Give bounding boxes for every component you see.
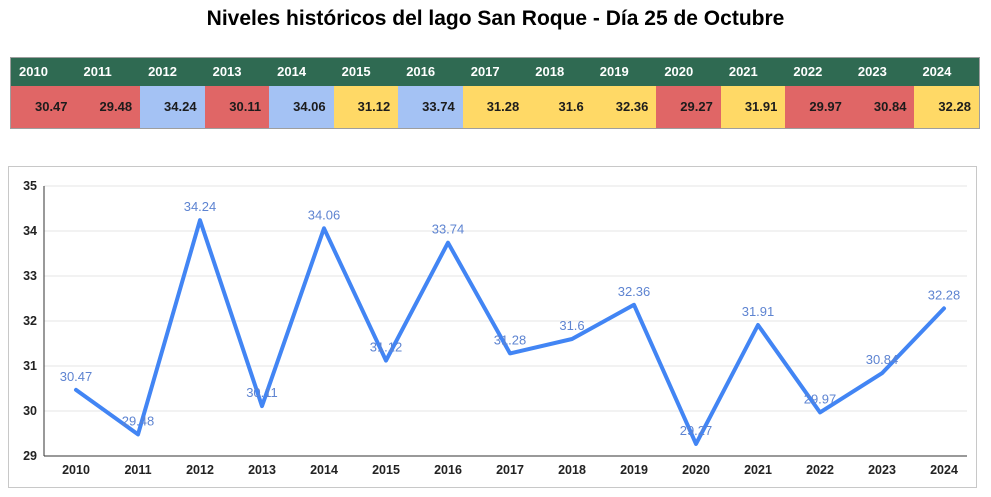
year-header-cell: 2017 — [462, 58, 528, 86]
year-header-cell: 2023 — [849, 58, 915, 86]
y-tick-label: 34 — [23, 224, 37, 238]
y-tick-label: 32 — [23, 314, 37, 328]
y-tick-label: 30 — [23, 404, 37, 418]
x-tick-label: 2023 — [868, 463, 896, 477]
x-tick-label: 2020 — [682, 463, 710, 477]
x-tick-label: 2014 — [310, 463, 338, 477]
x-tick-label: 2019 — [620, 463, 648, 477]
year-header-cell: 2014 — [269, 58, 334, 86]
point-value-label: 31.6 — [559, 318, 584, 333]
y-tick-label: 31 — [23, 359, 37, 373]
level-value-cell: 30.47 — [11, 86, 76, 128]
level-value-cell: 29.48 — [75, 86, 141, 128]
line-chart: 29 30 31 32 33 34 35 2010 2011 2012 2013 2014 2015 20… — [23, 179, 967, 477]
point-value-label: 31.28 — [494, 332, 527, 347]
level-value-cell: 33.74 — [398, 86, 463, 128]
x-tick-label: 2022 — [806, 463, 834, 477]
year-header-cell: 2010 — [11, 58, 76, 86]
year-header-cell: 2024 — [914, 58, 979, 86]
y-tick-label: 35 — [23, 179, 37, 193]
year-header-cell: 2019 — [591, 58, 657, 86]
y-tick-label: 33 — [23, 269, 37, 283]
x-tick-label: 2013 — [248, 463, 276, 477]
levels-table: 2010 2011 2012 2013 2014 2015 2016 2017 2018 2019… — [10, 57, 980, 129]
level-value-cell: 34.24 — [140, 86, 205, 128]
table-header-row: 2010 2011 2012 2013 2014 2015 2016 2017 2018 2019… — [11, 58, 979, 86]
point-value-label: 34.06 — [308, 207, 341, 222]
level-value-cell: 29.27 — [656, 86, 721, 128]
point-value-label: 30.84 — [866, 352, 899, 367]
level-value-cell: 30.11 — [204, 86, 270, 128]
year-header-cell: 2016 — [398, 58, 463, 86]
table-value-row: 30.47 29.48 34.24 30.11 34.06 31.12 33.74 31.28… — [11, 86, 979, 128]
level-value-cell: 29.97 — [785, 86, 850, 128]
x-tick-label: 2011 — [124, 463, 151, 477]
point-value-label: 34.24 — [184, 199, 217, 214]
level-value-cell: 30.84 — [849, 86, 915, 128]
point-value-label: 31.91 — [742, 304, 775, 319]
chart-container: 29 30 31 32 33 34 35 2010 2011 2012 2013 2014 2015 20… — [8, 166, 977, 488]
level-value-cell: 31.28 — [462, 86, 528, 128]
point-value-label: 32.28 — [928, 287, 961, 302]
x-tick-label: 2021 — [744, 463, 772, 477]
level-value-cell: 32.36 — [591, 86, 657, 128]
point-value-label: 33.74 — [432, 222, 465, 237]
point-value-label: 29.48 — [122, 413, 155, 428]
page-title: Niveles históricos del lago San Roque - … — [206, 7, 785, 30]
x-tick-label: 2012 — [186, 463, 214, 477]
year-header-cell: 2018 — [527, 58, 592, 86]
year-header-cell: 2022 — [785, 58, 850, 86]
year-header-cell: 2011 — [75, 58, 141, 86]
x-tick-label: 2015 — [372, 463, 400, 477]
year-header-cell: 2020 — [656, 58, 721, 86]
year-header-cell: 2015 — [333, 58, 399, 86]
level-value-cell: 32.28 — [914, 86, 979, 128]
point-value-label: 30.47 — [60, 369, 93, 384]
level-value-cell: 31.6 — [527, 86, 592, 128]
x-tick-label: 2010 — [62, 463, 90, 477]
level-series-line — [74, 218, 946, 446]
x-tick-label: 2016 — [434, 463, 462, 477]
x-tick-label: 2024 — [930, 463, 958, 477]
point-value-label: 29.27 — [680, 423, 713, 438]
point-value-label: 31.12 — [370, 340, 403, 355]
y-tick-label: 29 — [23, 449, 37, 463]
level-value-cell: 31.91 — [720, 86, 786, 128]
point-value-label: 29.97 — [804, 391, 837, 406]
level-value-cell: 34.06 — [269, 86, 334, 128]
x-tick-label: 2018 — [558, 463, 586, 477]
point-value-label: 32.36 — [618, 284, 651, 299]
year-header-cell: 2013 — [204, 58, 270, 86]
point-value-label: 30.11 — [246, 385, 278, 400]
year-header-cell: 2012 — [140, 58, 205, 86]
level-value-cell: 31.12 — [333, 86, 399, 128]
x-tick-label: 2017 — [496, 463, 524, 477]
year-header-cell: 2021 — [720, 58, 786, 86]
